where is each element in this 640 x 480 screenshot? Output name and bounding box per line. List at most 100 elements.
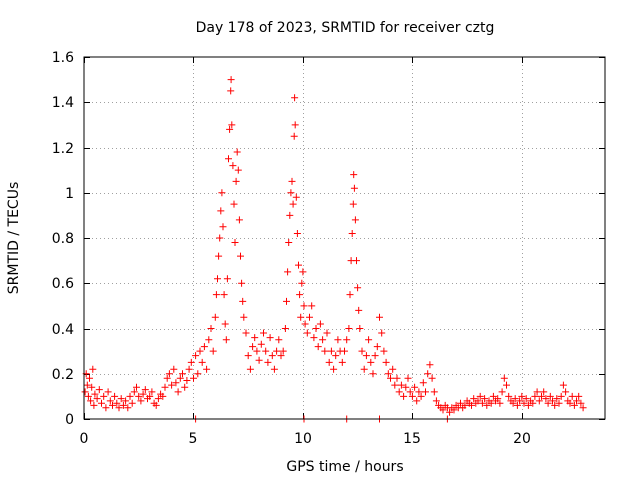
x-axis-label: GPS time / hours xyxy=(286,459,403,475)
data-point xyxy=(194,370,202,378)
data-point xyxy=(133,383,140,391)
data-point xyxy=(172,379,180,387)
data-point xyxy=(290,132,298,140)
data-point xyxy=(141,386,149,394)
data-point xyxy=(562,388,570,396)
data-point xyxy=(355,306,363,314)
data-point xyxy=(404,374,412,382)
data-point xyxy=(221,320,229,328)
data-point xyxy=(371,352,379,360)
data-point xyxy=(190,374,197,382)
data-point xyxy=(487,399,495,407)
data-point xyxy=(306,313,313,321)
data-point xyxy=(553,395,561,403)
x-tick-label: 5 xyxy=(189,431,198,447)
x-tick-label: 20 xyxy=(513,431,531,447)
data-point xyxy=(356,325,364,332)
data-point xyxy=(494,395,502,403)
data-point xyxy=(232,177,240,185)
data-point xyxy=(338,358,346,366)
data-point xyxy=(165,370,173,378)
data-point xyxy=(227,76,235,84)
data-point xyxy=(450,406,458,414)
data-point xyxy=(369,370,377,378)
data-point xyxy=(266,334,274,342)
data-point xyxy=(397,381,405,389)
data-point xyxy=(81,388,89,396)
data-point xyxy=(367,358,375,366)
data-point xyxy=(163,374,171,382)
data-point xyxy=(126,392,134,400)
data-point xyxy=(146,392,154,400)
data-point xyxy=(275,336,283,344)
data-point xyxy=(426,361,434,369)
data-point xyxy=(226,125,234,133)
data-point xyxy=(100,392,108,400)
data-point xyxy=(446,408,454,416)
data-point xyxy=(293,230,301,237)
data-point xyxy=(228,121,236,129)
data-point xyxy=(524,401,532,409)
data-point xyxy=(86,374,93,382)
data-point xyxy=(179,370,186,378)
data-point xyxy=(551,401,559,409)
data-point xyxy=(327,347,335,355)
data-point xyxy=(351,216,359,224)
data-point xyxy=(237,252,244,260)
data-point xyxy=(205,336,213,344)
data-point xyxy=(316,320,324,328)
data-point xyxy=(308,302,316,310)
data-point xyxy=(557,392,565,400)
data-point xyxy=(489,392,497,400)
x-tick-label: 15 xyxy=(403,431,421,447)
data-point xyxy=(296,291,304,299)
data-point xyxy=(203,365,211,373)
data-point xyxy=(529,399,537,407)
data-point xyxy=(135,392,143,400)
data-point xyxy=(522,395,530,403)
data-point xyxy=(559,381,567,389)
data-point xyxy=(124,404,132,412)
data-point xyxy=(299,268,307,276)
data-point xyxy=(330,365,338,373)
data-point xyxy=(509,399,517,407)
data-point xyxy=(402,383,410,391)
data-point xyxy=(285,239,293,246)
data-point xyxy=(95,386,103,394)
data-point xyxy=(211,313,219,321)
y-tick-label: 1 xyxy=(65,186,74,202)
data-point xyxy=(83,381,91,389)
data-point xyxy=(222,336,230,344)
data-point xyxy=(573,397,580,405)
data-point xyxy=(214,275,221,283)
data-points xyxy=(81,76,587,423)
data-point xyxy=(187,358,195,366)
data-point xyxy=(113,399,121,407)
data-point xyxy=(298,279,306,287)
data-point xyxy=(287,189,295,197)
data-point xyxy=(161,383,169,391)
data-point xyxy=(341,347,348,355)
data-point xyxy=(122,397,130,405)
data-point xyxy=(198,358,206,366)
data-point xyxy=(568,392,576,400)
data-point xyxy=(362,352,370,360)
data-point xyxy=(257,340,265,348)
data-point xyxy=(360,365,368,373)
data-point xyxy=(387,374,394,382)
data-point xyxy=(500,374,508,382)
x-tick-label: 10 xyxy=(294,431,312,447)
data-point xyxy=(176,374,184,382)
data-point xyxy=(310,334,318,342)
data-point xyxy=(277,352,285,360)
data-point xyxy=(283,297,290,305)
data-point xyxy=(98,399,105,407)
y-tick-label: 0.2 xyxy=(52,367,74,383)
data-point xyxy=(350,171,358,179)
chart-title: Day 178 of 2023, SRMTID for receiver czt… xyxy=(196,20,495,36)
data-point xyxy=(373,343,381,351)
data-point xyxy=(417,392,425,400)
data-point xyxy=(343,336,351,344)
data-point xyxy=(496,399,504,407)
data-point xyxy=(538,392,545,400)
